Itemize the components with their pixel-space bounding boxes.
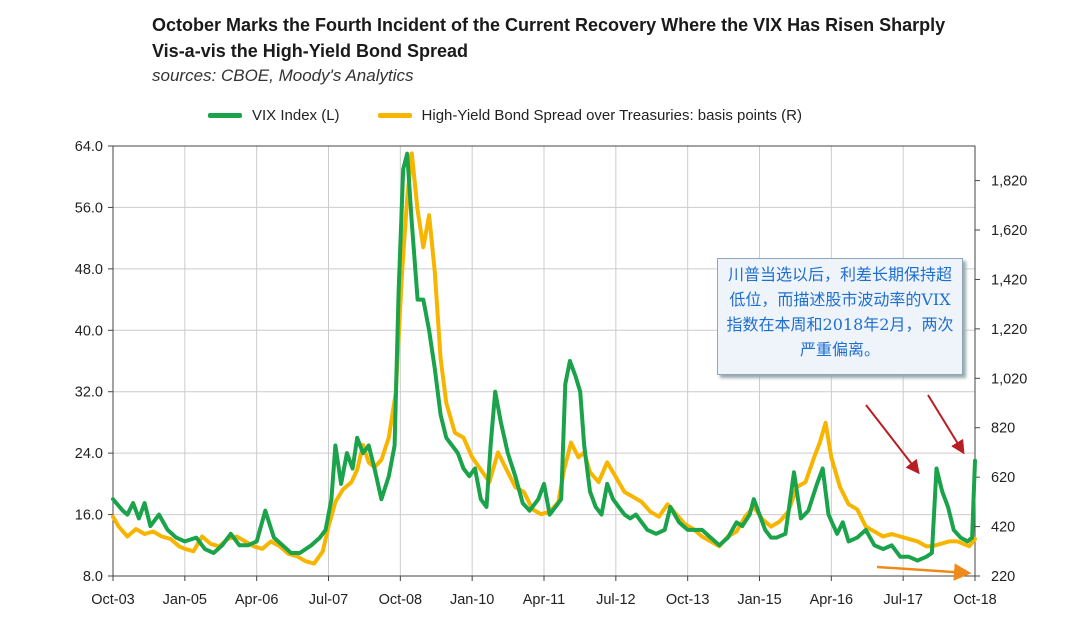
y-left-tick-label: 40.0	[75, 323, 103, 339]
legend-swatch-spread	[377, 112, 412, 118]
x-tick-label: Jul-12	[596, 592, 636, 608]
x-tick-label: Oct-18	[953, 592, 997, 608]
legend-item-vix: VIX Index (L)	[208, 107, 340, 124]
y-left-tick-label: 24.0	[75, 446, 103, 462]
legend-item-spread: High-Yield Bond Spread over Treasuries: …	[377, 106, 803, 124]
legend-label-vix: VIX Index (L)	[252, 106, 340, 124]
y-left-tick-label: 16.0	[75, 508, 103, 524]
annotation-box: 川普当选以后，利差长期保持超低位，而描述股市波动率的VIX指数在本周和2018年…	[717, 258, 963, 375]
x-tick-label: Apr-06	[235, 592, 279, 608]
x-tick-label: Jul-07	[309, 592, 349, 608]
y-right-tick-label: 1,220	[991, 322, 1027, 338]
y-left-tick-label: 32.0	[75, 385, 103, 401]
y-right-tick-label: 1,020	[991, 371, 1027, 387]
x-tick-label: Jan-05	[163, 592, 207, 608]
y-right-tick-label: 1,820	[991, 174, 1027, 190]
orange-arrow-spread-flat	[876, 563, 972, 581]
x-tick-label: Jul-17	[883, 592, 923, 608]
red-arrow-oct-2018	[927, 394, 965, 455]
y-left-tick-label: 56.0	[75, 200, 103, 216]
x-tick-label: Apr-11	[523, 592, 565, 608]
legend: VIX Index (L) High-Yield Bond Spread ove…	[208, 104, 840, 126]
y-right-tick-label: 1,420	[991, 272, 1027, 288]
y-left-tick-label: 8.0	[83, 569, 103, 585]
chart-subtitle: sources: CBOE, Moody's Analytics	[152, 66, 414, 85]
y-right-tick-label: 420	[991, 520, 1015, 536]
x-tick-label: Oct-13	[666, 592, 710, 608]
y-right-tick-label: 220	[991, 569, 1015, 585]
y-right-tick-label: 620	[991, 470, 1015, 486]
x-tick-label: Jan-10	[450, 592, 494, 608]
legend-swatch-vix	[208, 112, 242, 118]
chart-title: October Marks the Fourth Incident of the…	[152, 15, 946, 61]
y-left-tick-label: 48.0	[75, 262, 103, 278]
x-tick-label: Oct-03	[91, 592, 135, 608]
y-left-tick-label: 64.0	[75, 139, 103, 155]
x-tick-label: Apr-16	[810, 592, 854, 608]
y-right-tick-label: 820	[991, 421, 1015, 437]
series-line-vix	[111, 151, 977, 563]
red-arrow-feb-2018	[865, 404, 920, 475]
legend-label-spread: High-Yield Bond Spread over Treasuries: …	[421, 106, 803, 124]
x-tick-label: Jan-15	[737, 592, 781, 608]
y-right-tick-label: 1,620	[991, 223, 1027, 239]
x-tick-label: Oct-08	[379, 592, 423, 608]
